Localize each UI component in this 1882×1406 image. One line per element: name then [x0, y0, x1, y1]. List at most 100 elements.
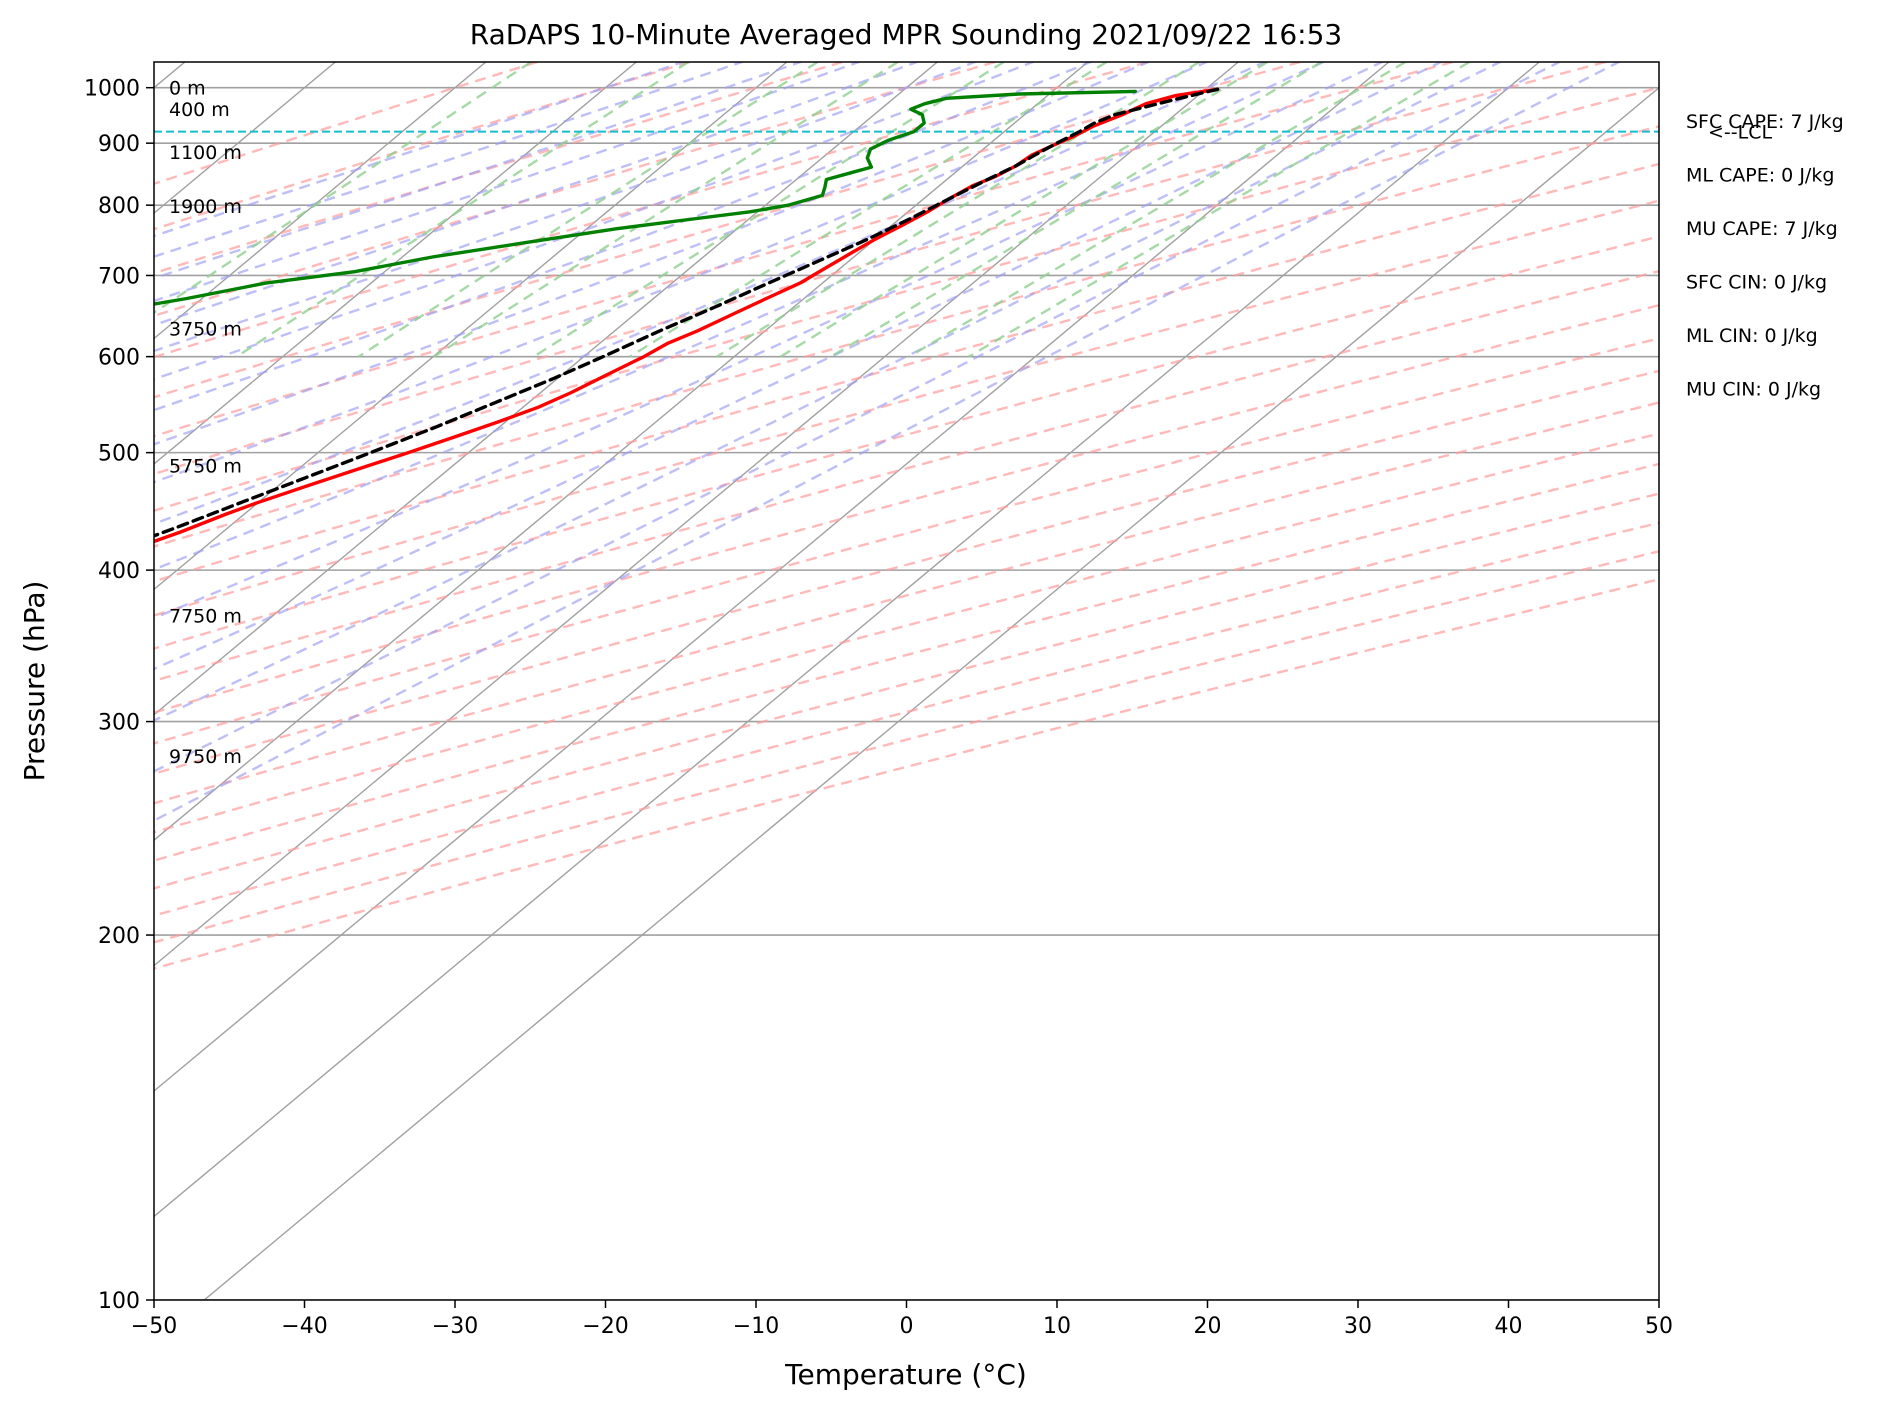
isotherm-line: [154, 62, 1089, 842]
background-lines: [154, 62, 1659, 1300]
dry-adiabat-line: [154, 369, 1659, 775]
dewpoint-profile-line: [154, 89, 1138, 306]
dry-adiabat-line: [154, 62, 1148, 359]
moist-adiabat-line: [154, 62, 1152, 446]
thermo-info-line: SFC CAPE: 7 J/kg: [1686, 111, 1844, 133]
x-tick-label: 40: [1495, 1314, 1523, 1339]
dry-adiabat-line: [154, 432, 1659, 834]
mixing-ratio-line: [830, 62, 1323, 358]
x-tick-label: −20: [582, 1314, 628, 1339]
x-tick-label: 50: [1645, 1314, 1673, 1339]
mixing-ratio-line: [908, 62, 1407, 358]
dry-adiabat-line: [154, 578, 1659, 970]
moist-adiabat-line: [154, 62, 1210, 484]
dry-adiabat-line: [154, 62, 538, 185]
mixing-ratio-line: [716, 62, 1201, 358]
moist-adiabat-line: [154, 62, 1622, 822]
dry-adiabat-line: [154, 199, 1659, 617]
series-group: [154, 87, 1220, 544]
moist-adiabat-line: [154, 62, 687, 238]
mixing-ratio-line: [779, 62, 1269, 358]
mixing-ratio-line: [433, 62, 899, 358]
y-tick-label: 300: [98, 711, 140, 736]
y-tick-label: 900: [98, 132, 140, 157]
y-axis-ticks: 100 200 300 400 500 600 700 800 900 1000: [84, 77, 154, 1314]
height-label: 0 m: [169, 78, 206, 100]
dry-adiabat-line: [154, 235, 1659, 650]
isotherm-line: [154, 62, 487, 340]
dry-adiabat-line: [154, 125, 1659, 548]
x-axis-label: Temperature (°C): [784, 1358, 1027, 1391]
mixing-ratio-line: [358, 62, 819, 358]
dry-adiabat-line: [154, 269, 1659, 683]
y-tick-label: 700: [98, 264, 140, 289]
mixing-ratio-line: [154, 62, 532, 315]
isotherm-line: [154, 62, 938, 716]
plot-frame: [153, 61, 1660, 1301]
x-tick-label: 10: [1043, 1314, 1071, 1339]
x-tick-label: −50: [131, 1314, 177, 1339]
temperature-profile-line: [154, 87, 1220, 544]
mixing-ratio-line: [629, 62, 1108, 358]
y-tick-label: 500: [98, 442, 140, 467]
thermo-info-line: MU CAPE: 7 J/kg: [1686, 218, 1838, 240]
thermo-info-line: ML CAPE: 0 J/kg: [1686, 165, 1834, 187]
moist-adiabat-line: [154, 62, 1503, 722]
lcl-label: <--LCL: [1708, 122, 1772, 144]
isotherm-line: [203, 86, 1659, 1300]
x-tick-label: −40: [281, 1314, 327, 1339]
dry-adiabat-line: [154, 62, 691, 231]
dry-adiabat-line: [154, 550, 1659, 944]
height-label: 5750 m: [169, 455, 242, 477]
height-label: 1100 m: [169, 142, 242, 164]
moist-adiabat-line: [154, 62, 921, 327]
parcel-profile-line: [154, 87, 1220, 538]
thermo-info-line: MU CIN: 0 J/kg: [1686, 379, 1821, 401]
isotherm-line: [154, 62, 1540, 1218]
height-label: 3750 m: [169, 318, 242, 340]
dry-adiabat-line: [154, 492, 1659, 890]
moist-adiabat-line: [154, 62, 746, 258]
height-label: 9750 m: [169, 746, 242, 768]
mixing-ratio-line: [968, 62, 1471, 358]
moist-adiabat-line: [154, 62, 1094, 412]
x-tick-label: 20: [1194, 1314, 1222, 1339]
dry-adiabat-line: [154, 62, 1454, 438]
y-tick-label: 800: [98, 194, 140, 219]
chart-title: RaDAPS 10-Minute Averaged MPR Sounding 2…: [470, 18, 1342, 51]
isotherm-line: [154, 62, 1239, 967]
moist-adiabat-line: [154, 62, 1268, 526]
height-labels: 9750 m 7750 m 5750 m 3750 m 1900 m 1100 m 400 …: [169, 78, 242, 768]
moist-adiabat-line: [154, 62, 1326, 571]
isotherm-line: [154, 62, 788, 591]
y-axis-label: Pressure (hPa): [18, 581, 51, 782]
moist-adiabat-line: [154, 62, 804, 280]
dry-adiabat-line: [154, 162, 1659, 583]
y-tick-label: 100: [98, 1289, 140, 1314]
thermo-info-line: SFC CIN: 0 J/kg: [1686, 272, 1827, 294]
x-tick-label: −30: [432, 1314, 478, 1339]
height-label: 1900 m: [169, 196, 242, 218]
y-tick-label: 600: [98, 346, 140, 371]
moist-adiabat-line: [154, 62, 1444, 671]
x-tick-label: −10: [733, 1314, 779, 1339]
dry-adiabat-line: [154, 462, 1659, 862]
dry-adiabat-line: [154, 303, 1659, 714]
lcl-group: <--LCL: [154, 122, 1772, 144]
isotherm-line: [154, 62, 637, 465]
moist-adiabat-line: [154, 62, 1562, 773]
y-tick-label: 200: [98, 924, 140, 949]
dry-adiabat-line: [154, 337, 1659, 745]
dry-adiabat-line: [154, 521, 1659, 917]
moist-adiabat-line: [154, 62, 863, 303]
height-label: 7750 m: [169, 605, 242, 627]
dry-adiabat-line: [154, 401, 1659, 805]
thermo-info-block: SFC CAPE: 7 J/kg ML CAPE: 0 J/kg MU CAPE: …: [1686, 111, 1844, 401]
height-label: 400 m: [169, 99, 230, 121]
x-tick-label: 0: [900, 1314, 914, 1339]
thermo-info-line: ML CIN: 0 J/kg: [1686, 325, 1818, 347]
x-tick-label: 30: [1344, 1314, 1372, 1339]
moist-adiabat-line: [154, 62, 1036, 381]
dry-adiabat-line: [154, 62, 1606, 476]
